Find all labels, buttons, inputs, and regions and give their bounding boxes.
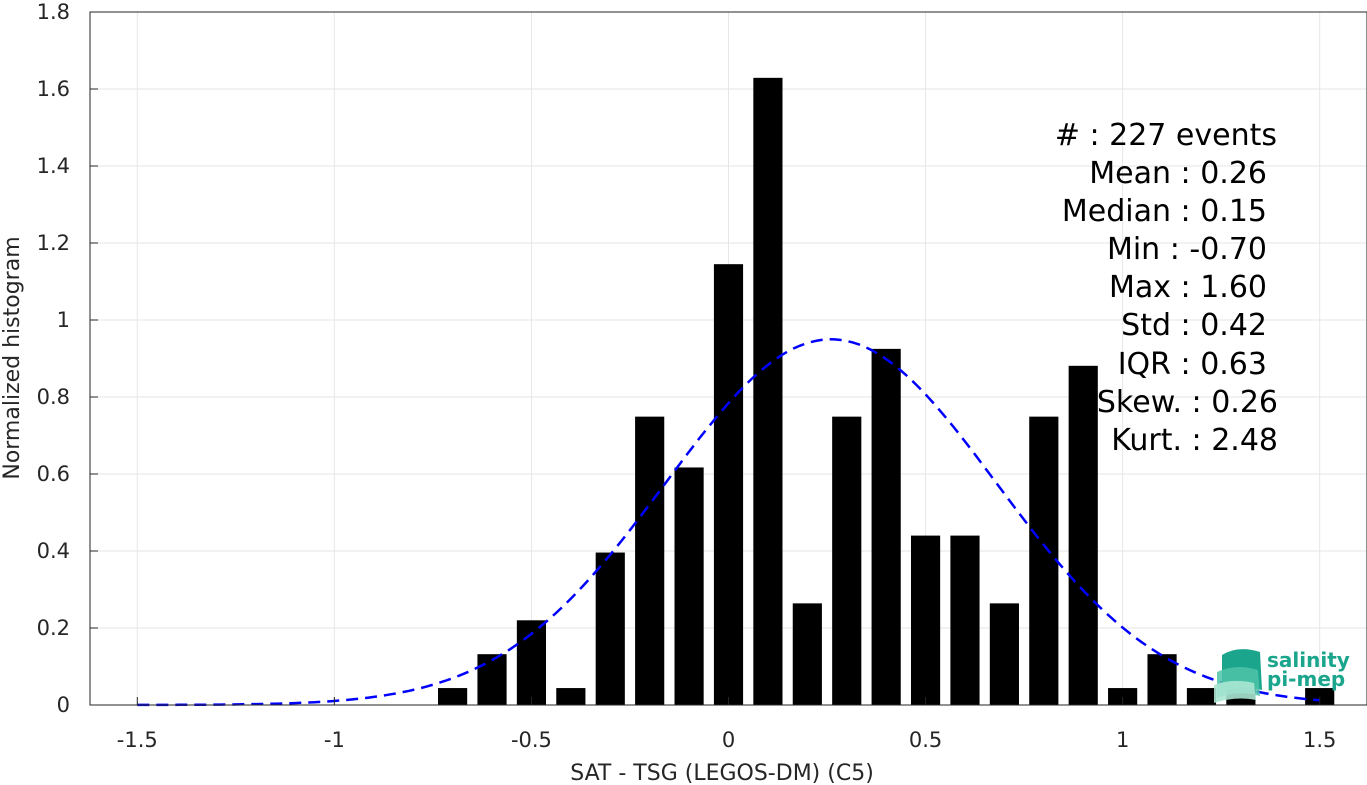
y-axis-ticks: 0 0.2 0.4 0.6 0.8 1 1.2 1.4 1.6 1.8 bbox=[37, 0, 98, 717]
y-tick-label: 1.2 bbox=[37, 231, 70, 255]
stat-min: Min : -0.70 bbox=[1107, 232, 1267, 267]
histogram-bar bbox=[556, 688, 586, 705]
x-tick-label: 0 bbox=[722, 728, 735, 752]
stat-count: # : 227 events bbox=[1055, 118, 1277, 153]
y-tick-label: 1 bbox=[57, 308, 70, 332]
wave-logo-icon bbox=[1214, 649, 1262, 703]
histogram-bar bbox=[1186, 688, 1217, 705]
histogram-bar bbox=[950, 535, 980, 705]
stat-kurt: Kurt. : 2.48 bbox=[1111, 423, 1278, 458]
histogram-bar bbox=[1305, 688, 1335, 705]
x-tick-label: -1.5 bbox=[117, 728, 158, 752]
histogram-bar bbox=[1108, 688, 1138, 705]
x-axis-ticks: -1.5 -1 -0.5 0 0.5 1 1.5 bbox=[117, 697, 1336, 752]
y-tick-label: 0.8 bbox=[37, 385, 70, 409]
stat-mean: Mean : 0.26 bbox=[1089, 156, 1267, 191]
histogram-bar bbox=[635, 416, 665, 705]
histogram-bar bbox=[832, 416, 862, 705]
stat-median: Median : 0.15 bbox=[1062, 194, 1267, 229]
histogram-bar bbox=[1029, 416, 1059, 705]
x-tick-label: 1.5 bbox=[1303, 728, 1336, 752]
histogram-bar bbox=[753, 77, 783, 705]
histogram-bar bbox=[477, 654, 507, 705]
logo-text-pi-mep: pi-mep bbox=[1267, 667, 1345, 691]
y-tick-label: 0.4 bbox=[37, 539, 70, 563]
y-axis-label: Normalized histogram bbox=[0, 236, 25, 479]
x-tick-label: 0.5 bbox=[909, 728, 942, 752]
histogram-bar bbox=[1147, 654, 1177, 705]
histogram-bar bbox=[1068, 365, 1098, 705]
stat-skew: Skew. : 0.26 bbox=[1097, 385, 1278, 420]
y-tick-label: 0.2 bbox=[37, 616, 70, 640]
histogram-bar bbox=[792, 603, 822, 705]
x-tick-label: 1 bbox=[1116, 728, 1129, 752]
stat-iqr: IQR : 0.63 bbox=[1118, 347, 1267, 382]
histogram-bar bbox=[595, 552, 625, 705]
x-tick-label: -0.5 bbox=[511, 728, 552, 752]
stat-std: Std : 0.42 bbox=[1121, 308, 1267, 343]
y-tick-label: 0 bbox=[57, 693, 70, 717]
histogram-bar bbox=[910, 535, 941, 705]
y-tick-label: 1.6 bbox=[37, 77, 70, 101]
x-tick-label: -1 bbox=[324, 728, 345, 752]
y-tick-label: 1.8 bbox=[37, 0, 70, 24]
histogram-bar bbox=[713, 264, 744, 705]
histogram-bar bbox=[989, 603, 1019, 705]
histogram-bar bbox=[438, 688, 468, 705]
y-tick-label: 1.4 bbox=[37, 154, 70, 178]
stat-max: Max : 1.60 bbox=[1109, 270, 1267, 305]
histogram-bar bbox=[871, 348, 901, 705]
salinity-pi-mep-logo: salinity pi-mep bbox=[1214, 648, 1350, 703]
statistics-box: # : 227 events Mean : 0.26 Median : 0.15… bbox=[1055, 118, 1278, 458]
logo-text-salinity: salinity bbox=[1267, 648, 1350, 672]
histogram-bar bbox=[674, 467, 704, 705]
x-axis-label: SAT - TSG (LEGOS-DM) (C5) bbox=[570, 761, 874, 785]
y-tick-label: 0.6 bbox=[37, 462, 70, 486]
